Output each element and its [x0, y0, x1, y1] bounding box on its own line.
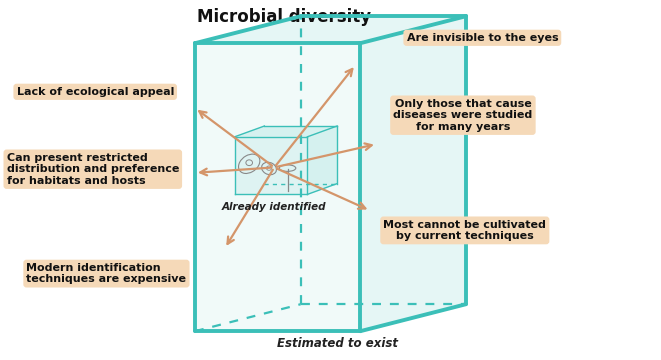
- Polygon shape: [195, 16, 466, 43]
- Text: Microbial diversity: Microbial diversity: [197, 8, 371, 26]
- Polygon shape: [195, 43, 360, 331]
- Polygon shape: [235, 126, 337, 137]
- Text: Modern identification
techniques are expensive: Modern identification techniques are exp…: [26, 263, 186, 284]
- Text: Estimated to exist: Estimated to exist: [276, 337, 398, 350]
- Text: Can present restricted
distribution and preference
for habitats and hosts: Can present restricted distribution and …: [7, 153, 179, 186]
- Text: Lack of ecological appeal: Lack of ecological appeal: [17, 87, 174, 97]
- Text: Already identified: Already identified: [222, 202, 327, 212]
- Polygon shape: [360, 16, 466, 331]
- Polygon shape: [307, 126, 337, 194]
- Polygon shape: [235, 137, 307, 194]
- Text: Only those that cause
diseases were studied
for many years: Only those that cause diseases were stud…: [393, 99, 533, 132]
- Text: Are invisible to the eyes: Are invisible to the eyes: [407, 33, 558, 43]
- Text: Most cannot be cultivated
by current techniques: Most cannot be cultivated by current tec…: [383, 220, 546, 241]
